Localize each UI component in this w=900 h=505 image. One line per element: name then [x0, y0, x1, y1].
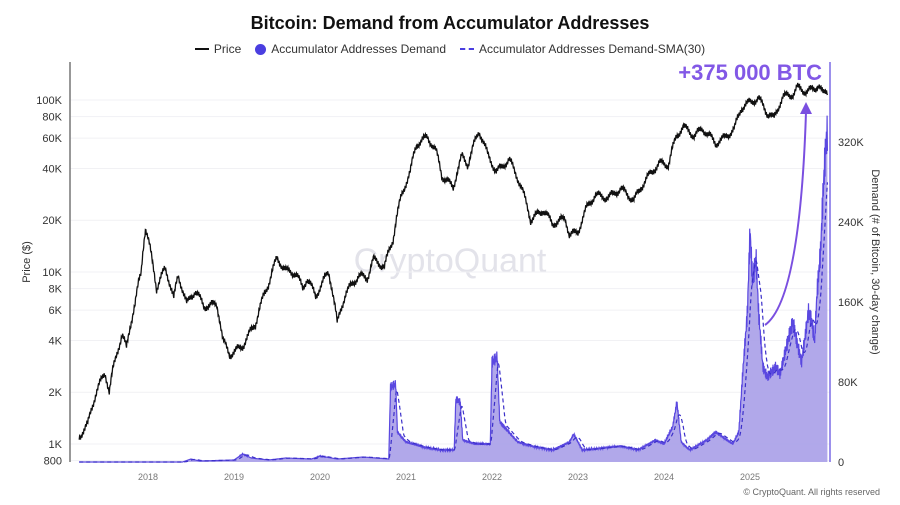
y-right-tick-label: 240K: [838, 217, 864, 229]
y-left-tick-label: 800: [44, 456, 62, 468]
y-left-tick-label: 60K: [42, 133, 62, 145]
y-left-tick-label: 8K: [49, 284, 63, 296]
y-left-tick-label: 100K: [36, 95, 62, 107]
legend: Price Accumulator Addresses Demand Accum…: [0, 42, 900, 56]
annotation-label: +375 000 BTC: [678, 60, 822, 85]
y-left-tick-label: 20K: [42, 215, 62, 227]
legend-label: Accumulator Addresses Demand-SMA(30): [479, 42, 706, 56]
dashed-swatch-icon: [460, 48, 474, 50]
x-tick-label: 2025: [740, 472, 760, 482]
chart-title: Bitcoin: Demand from Accumulator Address…: [250, 13, 650, 33]
y-right-tick-label: 160K: [838, 297, 864, 309]
demand-line: [79, 115, 828, 463]
y-left-tick-label: 2K: [49, 387, 63, 399]
y-axis-left-label: Price ($): [21, 241, 33, 283]
y-axis-right-label: Demand (# of Bitcoin, 30-day change): [869, 169, 881, 354]
y-right-tick-label: 320K: [838, 137, 864, 149]
x-tick-label: 2022: [482, 472, 502, 482]
y-left-tick-label: 10K: [42, 267, 62, 279]
legend-label: Accumulator Addresses Demand: [271, 42, 446, 56]
x-tick-label: 2021: [396, 472, 416, 482]
x-tick-label: 2020: [310, 472, 330, 482]
watermark: CryptoQuant: [354, 242, 547, 280]
legend-label: Price: [213, 42, 242, 56]
x-tick-label: 2023: [568, 472, 588, 482]
price-line: [78, 82, 829, 440]
y-right-tick-label: 80K: [838, 377, 858, 389]
demand-area: [79, 115, 828, 462]
demand-sma-line: [79, 182, 828, 463]
legend-sma[interactable]: Accumulator Addresses Demand-SMA(30): [460, 42, 705, 56]
y-left-tick-label: 6K: [49, 305, 63, 317]
legend-demand[interactable]: Accumulator Addresses Demand: [255, 42, 446, 56]
x-tick-label: 2019: [224, 472, 244, 482]
y-left-tick-label: 40K: [42, 163, 62, 175]
y-left-tick-label: 1K: [49, 439, 63, 451]
x-tick-label: 2024: [654, 472, 674, 482]
arrow-head-icon: [800, 102, 812, 114]
dot-swatch-icon: [255, 43, 267, 55]
y-left-tick-label: 80K: [42, 112, 62, 124]
copyright: © CryptoQuant. All rights reserved: [743, 487, 880, 497]
y-right-tick-label: 0: [838, 457, 844, 469]
annotation-arrow: [764, 111, 807, 326]
x-tick-label: 2018: [138, 472, 158, 482]
line-swatch-icon: [194, 48, 209, 50]
legend-price[interactable]: Price: [194, 42, 242, 56]
y-left-tick-label: 4K: [49, 335, 63, 347]
